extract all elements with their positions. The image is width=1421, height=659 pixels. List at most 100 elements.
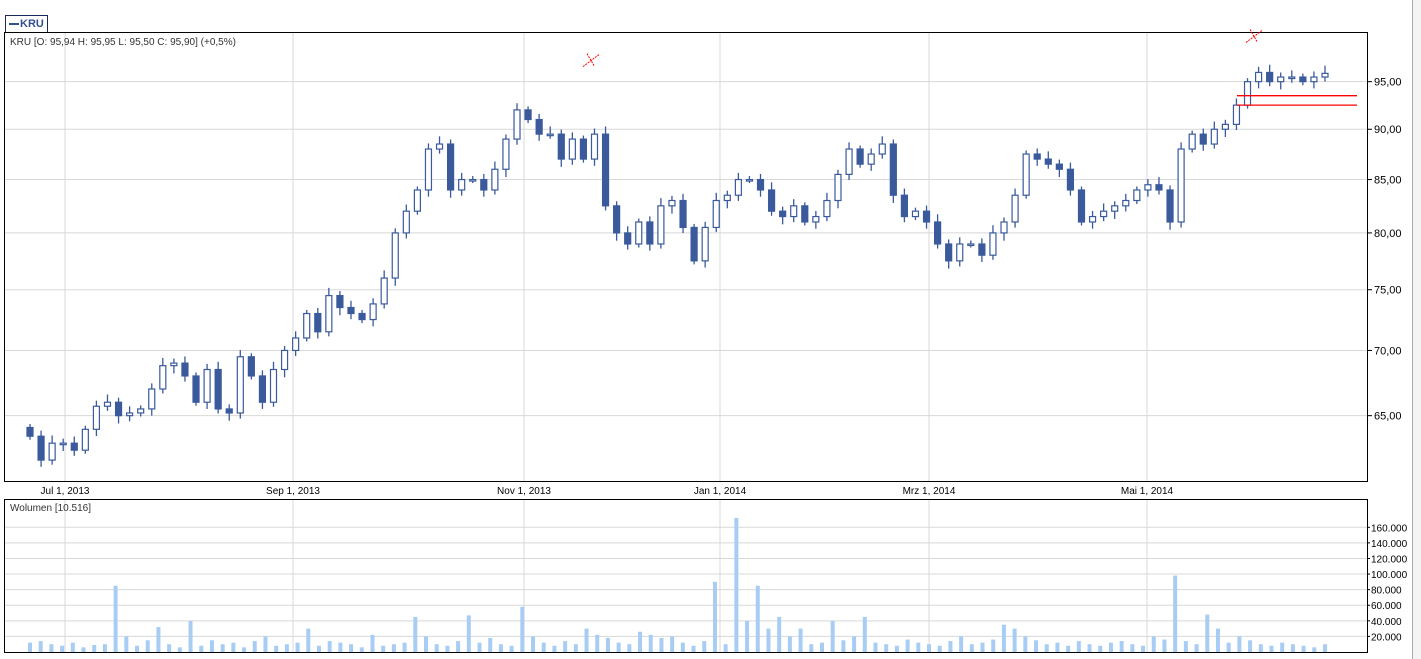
volume-bar	[1301, 645, 1306, 652]
candle-up	[159, 365, 167, 390]
candle-down	[1166, 189, 1174, 223]
volume-bar	[1098, 645, 1103, 652]
volume-tick-label: 140.000	[1371, 539, 1408, 550]
volume-bar	[349, 644, 354, 652]
candle-up	[1144, 184, 1152, 191]
scrollbar[interactable]	[1412, 0, 1421, 659]
volume-bar	[638, 631, 643, 652]
volume-bar	[627, 644, 632, 652]
volume-bar	[563, 641, 568, 652]
candle-up	[170, 362, 178, 367]
volume-bar	[841, 640, 846, 652]
candle-up	[1288, 76, 1296, 80]
volume-bar	[830, 620, 835, 652]
candle-up	[823, 199, 831, 218]
candle-up	[1277, 76, 1285, 83]
volume-bar	[466, 615, 471, 652]
candle-up	[745, 178, 754, 182]
volume-bar	[316, 645, 321, 652]
volume-bar	[595, 634, 600, 652]
candle-down	[856, 148, 864, 165]
volume-bar	[937, 645, 942, 652]
volume-bar	[327, 641, 332, 652]
volume-bar	[1215, 628, 1220, 652]
volume-label: Wolumen [10.516]	[10, 503, 91, 514]
candle-up	[568, 138, 576, 160]
candle-up	[1111, 205, 1119, 212]
volume-bar	[81, 647, 86, 652]
candle-down	[756, 178, 765, 191]
volume-bar	[38, 641, 43, 652]
volume-bar	[509, 645, 514, 652]
candle-down	[1266, 71, 1274, 83]
candle-up	[458, 178, 466, 191]
candle-up	[878, 143, 886, 155]
candle-up	[435, 143, 444, 150]
volume-bar	[167, 644, 172, 652]
volume-bar	[295, 642, 300, 652]
price-tick-label: 75,00	[1374, 285, 1402, 297]
volume-bar	[1087, 644, 1092, 652]
volume-grid	[5, 500, 1367, 652]
volume-bar	[359, 647, 364, 652]
volume-bar	[819, 642, 824, 652]
candle-down	[779, 210, 787, 218]
ohlc-info: KRU [O: 95,94 H: 95,95 L: 95,50 C: 95,90…	[10, 37, 236, 48]
volume-bar	[1290, 644, 1295, 652]
candle-down	[247, 356, 255, 377]
volume-bar	[905, 639, 910, 652]
candle-up	[280, 349, 289, 371]
candle-up	[1100, 210, 1108, 218]
volume-bar	[1034, 640, 1039, 652]
volume-bar	[113, 585, 118, 652]
volume-bar	[135, 645, 140, 652]
candle-down	[690, 226, 698, 262]
date-tick-label: Jan 1, 2014	[694, 486, 747, 497]
price-tick-label: 95,00	[1374, 77, 1402, 89]
volume-bar	[1076, 641, 1081, 652]
volume-bar	[584, 628, 589, 652]
volume-bar	[242, 647, 247, 652]
volume-bar	[1130, 644, 1135, 652]
candle-down	[480, 178, 488, 191]
volume-tick-label: 80.000	[1371, 586, 1402, 597]
candle-up	[203, 368, 211, 403]
candle-up	[303, 312, 311, 339]
volume-bar	[959, 636, 964, 652]
candle-down	[347, 306, 355, 315]
volume-tick-label: 40.000	[1371, 617, 1402, 628]
candle-up	[1243, 81, 1252, 106]
volume-tick-label: 60.000	[1371, 601, 1402, 612]
volume-bar	[1141, 645, 1146, 652]
volume-bar	[1312, 647, 1317, 652]
volume-bar	[1258, 644, 1263, 652]
legend-label: KRU	[20, 18, 44, 30]
candle-up	[790, 205, 798, 218]
candle-down	[934, 221, 942, 245]
candle-down	[1055, 163, 1063, 170]
volume-bar	[423, 636, 428, 652]
candle-up	[1188, 133, 1196, 150]
candle-up	[701, 226, 709, 262]
volume-tick-label: 120.000	[1371, 554, 1408, 565]
volume-bar	[798, 628, 803, 652]
volume-bar	[456, 641, 461, 652]
candle-up	[413, 189, 421, 212]
volume-bar	[734, 517, 739, 652]
price-plot-frame	[4, 32, 1368, 482]
candle-up	[590, 133, 599, 160]
candle-up	[236, 356, 244, 414]
candle-up	[812, 215, 820, 223]
candle-up	[59, 442, 67, 446]
candle-down	[37, 435, 45, 461]
candle-down	[801, 205, 809, 223]
candle-down	[945, 243, 953, 262]
volume-bar	[252, 641, 257, 652]
candle-up	[989, 232, 997, 256]
volume-bar	[413, 616, 418, 652]
volume-bar	[1183, 641, 1188, 652]
candle-down	[557, 133, 565, 160]
volume-bar	[1023, 636, 1028, 652]
candle-down	[613, 205, 621, 234]
